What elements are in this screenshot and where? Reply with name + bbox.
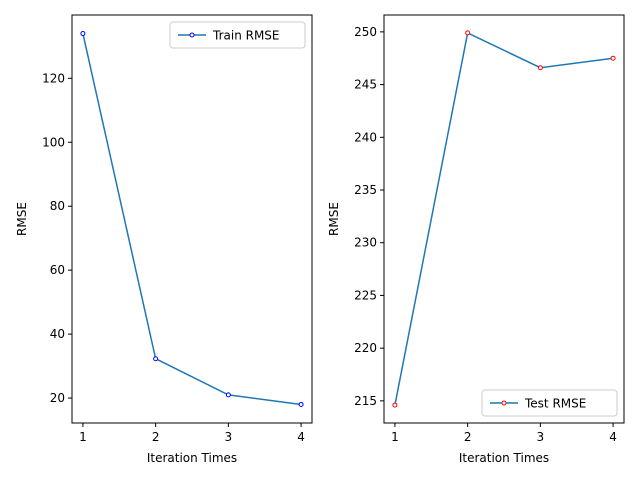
- x-tick-label: 3: [225, 430, 233, 444]
- axes-frame: [71, 14, 313, 424]
- y-tick-label: 120: [42, 71, 65, 85]
- x-axis-label: Iteration Times: [459, 451, 549, 465]
- x-tick-label: 2: [464, 430, 472, 444]
- y-tick-label: 80: [50, 199, 65, 213]
- x-tick-label: 4: [609, 430, 617, 444]
- legend: Train RMSE: [169, 21, 306, 49]
- x-tick-label: 3: [537, 430, 545, 444]
- x-tick-label: 2: [152, 430, 160, 444]
- legend-label: Train RMSE: [212, 29, 280, 43]
- data-point: [80, 31, 86, 37]
- legend-box: [169, 21, 306, 49]
- data-point: [610, 55, 616, 61]
- y-tick-label: 215: [354, 394, 377, 408]
- legend-label: Test RMSE: [524, 397, 586, 411]
- legend-box: [481, 389, 618, 417]
- x-tick-label: 4: [297, 430, 305, 444]
- y-tick-label: 250: [354, 25, 377, 39]
- y-tick-label: 230: [354, 236, 377, 250]
- axes-frame: [383, 14, 625, 424]
- data-point: [465, 30, 471, 36]
- legend-marker-swatch: [189, 32, 195, 38]
- y-tick-label: 60: [50, 263, 65, 277]
- legend-marker-swatch: [501, 400, 507, 406]
- y-tick-label: 245: [354, 78, 377, 92]
- data-point: [225, 392, 231, 398]
- x-tick-label: 1: [391, 430, 399, 444]
- legend: Test RMSE: [481, 389, 618, 417]
- train-rmse-panel: 1 2 3 4 20 40 60 80 100 120 Iteration Times RMSE Tra…: [15, 14, 313, 465]
- series-line: [82, 33, 302, 406]
- data-point: [537, 65, 543, 71]
- y-tick-label: 100: [42, 135, 65, 149]
- x-tick-label: 1: [79, 430, 87, 444]
- test-rmse-panel: 1 2 3 4 215 220 225 230 235 240 245 250 Iteration Ti…: [327, 14, 625, 465]
- data-point: [392, 402, 398, 408]
- y-tick-label: 220: [354, 341, 377, 355]
- y-axis-label: RMSE: [15, 202, 29, 236]
- y-tick-label: 240: [354, 130, 377, 144]
- y-tick-label: 235: [354, 183, 377, 197]
- y-tick-label: 40: [50, 327, 65, 341]
- y-tick-label: 225: [354, 288, 377, 302]
- data-point: [298, 401, 304, 407]
- x-axis-label: Iteration Times: [147, 451, 237, 465]
- series-line: [394, 31, 614, 406]
- y-axis-label: RMSE: [327, 202, 341, 236]
- y-tick-label: 20: [50, 391, 65, 405]
- data-point: [153, 356, 159, 362]
